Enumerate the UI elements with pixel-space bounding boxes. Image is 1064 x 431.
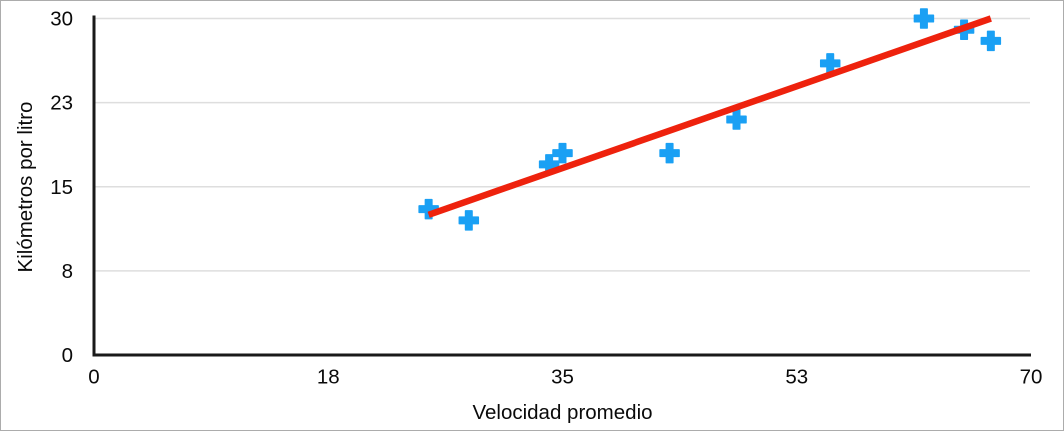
scatter-point — [980, 30, 1002, 52]
scatter-point — [913, 8, 935, 29]
y-tick-label: 23 — [50, 92, 73, 115]
y-tick-label: 15 — [50, 176, 73, 199]
y-tick-label: 0 — [62, 344, 73, 367]
scatter-point — [552, 142, 573, 164]
scatter-point — [819, 53, 841, 74]
y-tick-label: 30 — [50, 8, 73, 31]
y-axis-title: Kilómetros por litro — [14, 101, 37, 273]
scatter-point — [659, 142, 680, 164]
y-tick-label: 8 — [62, 260, 73, 283]
x-tick-label: 35 — [551, 366, 574, 389]
trend-line — [427, 15, 992, 218]
x-axis-title: Velocidad promedio — [472, 401, 653, 424]
x-tick-label: 70 — [1020, 366, 1043, 389]
scatter-point — [458, 210, 480, 231]
x-tick-label: 53 — [785, 366, 808, 389]
x-tick-label: 18 — [317, 366, 340, 389]
x-tick-label: 0 — [88, 366, 99, 389]
